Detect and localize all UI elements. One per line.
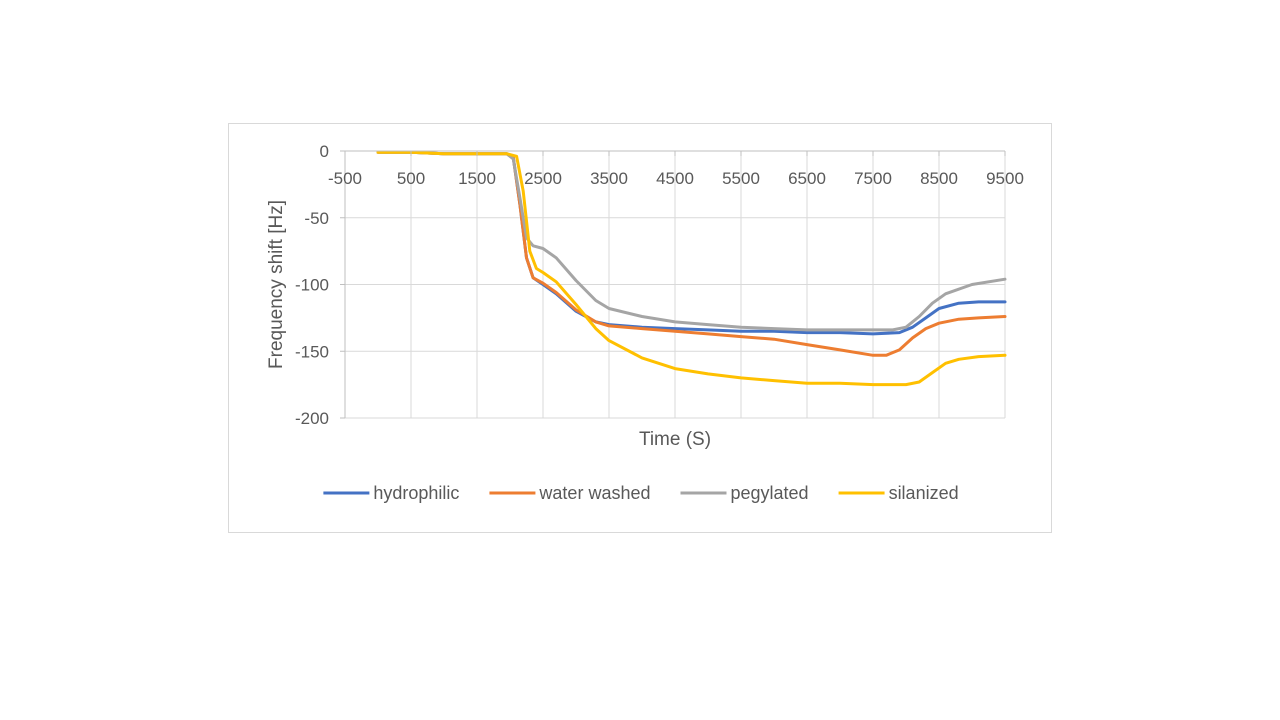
line-chart: 0 -50 -100 -150 -200 -500 500 1500 2500 3500 4500 5… <box>266 142 1024 503</box>
x-tick-label: 1500 <box>458 169 496 188</box>
y-tick-label: -150 <box>295 342 329 361</box>
x-tick-label: 6500 <box>788 169 826 188</box>
legend: hydrophilic water washed pegylated silanize… <box>323 483 959 503</box>
y-tick-label: -50 <box>304 209 329 228</box>
series-line-pegylated <box>376 150 1007 332</box>
y-tick-label: 0 <box>320 142 329 161</box>
grid-lines <box>345 151 1006 419</box>
x-tick-label: 7500 <box>854 169 892 188</box>
x-tick-label: 500 <box>397 169 425 188</box>
y-tick-label: -100 <box>295 276 329 295</box>
y-axis-title: Frequency shift [Hz] <box>266 200 287 369</box>
x-tick-label: 3500 <box>590 169 628 188</box>
x-tick-label: 5500 <box>722 169 760 188</box>
tick-labels: 0 -50 -100 -150 -200 -500 500 1500 2500 3500 4500 5… <box>295 142 1024 428</box>
legend-label-hydrophilic: hydrophilic <box>373 483 459 503</box>
y-tick-label: -200 <box>295 409 329 428</box>
x-tick-label: 2500 <box>524 169 562 188</box>
x-tick-label: -500 <box>328 169 362 188</box>
x-axis-title: Time (S) <box>639 429 711 450</box>
x-tick-label: 4500 <box>656 169 694 188</box>
x-tick-label: 8500 <box>920 169 958 188</box>
series-lines <box>376 150 1007 387</box>
legend-label-silanized: silanized <box>889 483 959 503</box>
legend-label-water-washed: water washed <box>538 483 650 503</box>
x-tick-label: 9500 <box>986 169 1024 188</box>
axes <box>340 150 1006 419</box>
chart-container: 0 -50 -100 -150 -200 -500 500 1500 2500 3500 4500 5… <box>228 123 1052 533</box>
series-line-silanized <box>376 150 1007 387</box>
legend-label-pegylated: pegylated <box>730 483 808 503</box>
